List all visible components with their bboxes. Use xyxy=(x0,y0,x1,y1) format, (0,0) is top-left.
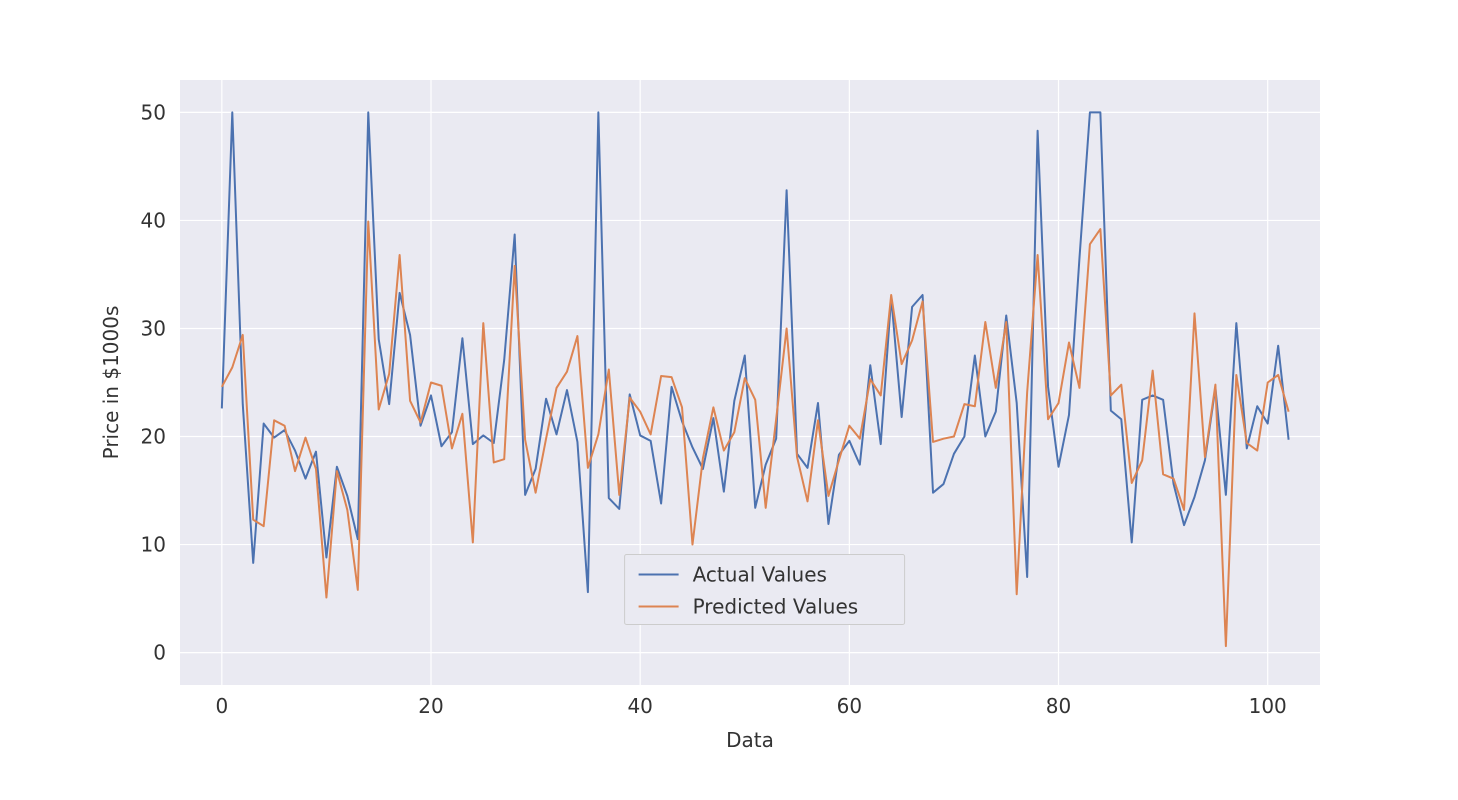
x-tick-label: 40 xyxy=(627,694,652,718)
y-tick-label: 10 xyxy=(141,533,166,557)
y-tick-label: 40 xyxy=(141,208,166,232)
y-axis-label: Price in $1000s xyxy=(99,306,123,460)
y-tick-label: 20 xyxy=(141,425,166,449)
legend-label: Actual Values xyxy=(693,563,827,587)
line-chart: 0 20 40 60 80 100 0 10 20 30 40 50 Data Price in $100… xyxy=(0,0,1458,800)
y-tick-label: 30 xyxy=(141,316,166,340)
x-tick-label: 0 xyxy=(215,694,228,718)
x-tick-label: 20 xyxy=(418,694,443,718)
chart-svg: 0 20 40 60 80 100 0 10 20 30 40 50 Data Price in $100… xyxy=(0,0,1458,800)
y-tick-label: 0 xyxy=(153,641,166,665)
x-tick-label: 80 xyxy=(1046,694,1071,718)
x-axis-label: Data xyxy=(726,728,774,752)
y-tick-label: 50 xyxy=(141,100,166,124)
legend: Actual Values Predicted Values xyxy=(625,555,905,625)
x-tick-label: 100 xyxy=(1249,694,1287,718)
x-tick-label: 60 xyxy=(837,694,862,718)
legend-label: Predicted Values xyxy=(693,595,859,619)
